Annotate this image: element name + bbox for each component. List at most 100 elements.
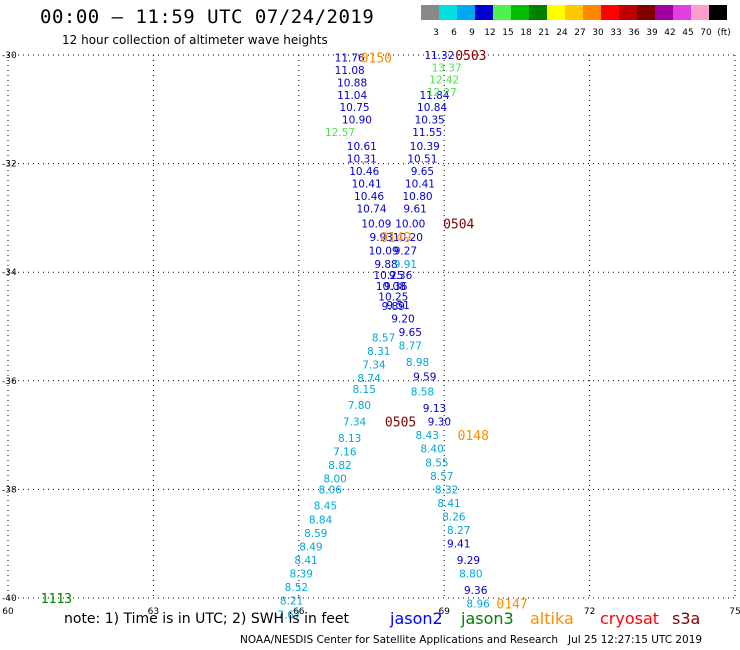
satellite-legend-jason3: jason3 (461, 609, 514, 628)
x-tick-label: 69 (438, 607, 450, 617)
data-point-label: 9.89 (382, 301, 405, 313)
x-tick-label: 63 (148, 607, 159, 617)
data-point-label: 12.27 (427, 87, 457, 99)
data-point-label: 8.45 (314, 501, 337, 513)
data-point-label: 11.84 (419, 90, 449, 102)
data-point-label: 10.46 (354, 191, 384, 203)
footer-note: note: 1) Time is in UTC; 2) SWH is in fe… (64, 611, 350, 627)
data-point-label: 8.13 (338, 433, 361, 445)
data-point-label: 10.35 (415, 115, 445, 127)
data-point-label: 9.20 (391, 313, 414, 325)
scale-swatch (565, 5, 583, 20)
data-point-label: 9.88 (374, 259, 397, 271)
data-point-label: 8.41 (294, 555, 317, 567)
data-point-label: 8.52 (285, 582, 308, 594)
data-point-label: 8.77 (399, 341, 422, 353)
pass-time-label: 0149 (380, 231, 411, 246)
satellite-legend-cryosat: cryosat (600, 609, 660, 628)
scale-label: 3 (433, 28, 439, 38)
data-point-label: 10.31 (347, 154, 377, 166)
data-point-label: 7.16 (333, 446, 357, 458)
data-point-label: 9.27 (394, 245, 417, 257)
data-point-label: 13.37 (432, 62, 462, 74)
data-point-label: 11.04 (337, 90, 367, 102)
scale-label: 30 (592, 28, 604, 38)
scale-label: (ft) (717, 28, 731, 38)
scale-label: 33 (610, 28, 621, 38)
data-point-label: 9.36 (384, 281, 408, 293)
data-point-label: 9.61 (403, 204, 426, 216)
data-point-label: 8.15 (353, 384, 376, 396)
data-point-label: 8.80 (459, 569, 482, 581)
chart-title: 00:00 – 11:59 UTC 07/24/2019 (40, 6, 375, 28)
data-point-label: 11.08 (335, 65, 365, 77)
pass-time-label: 0504 (443, 217, 474, 232)
data-point-label: 10.09 (369, 245, 399, 257)
data-point-label: 8.32 (435, 484, 458, 496)
pass-time-label: 0503 (455, 49, 486, 64)
y-tick-label: -32 (2, 160, 17, 170)
x-tick-label: 60 (2, 607, 14, 617)
data-point-label: 10.80 (403, 191, 433, 203)
data-point-label: 10.25 (373, 270, 403, 282)
data-point-label: 9.41 (447, 539, 470, 551)
data-point-label: 8.00 (323, 474, 346, 486)
data-point-label: 11.32 (424, 50, 454, 62)
data-point-label: 9.65 (399, 327, 422, 339)
data-point-label: 8.57 (430, 471, 453, 483)
data-point-label: 8.41 (437, 498, 460, 510)
scale-swatch (655, 5, 673, 20)
data-point-label: 9.30 (428, 417, 451, 429)
pass-time-label: 0148 (458, 429, 489, 444)
data-point-label: 8.06 (319, 484, 343, 496)
scale-swatch (619, 5, 637, 20)
data-point-label: 8.43 (416, 430, 439, 442)
color-scale-bar: 3 6 9 12 15 18 21 24 27 30 33 36 39 42 45 70 (ft) (421, 5, 731, 38)
y-tick-label: -36 (2, 377, 17, 387)
data-point-label: 8.57 (372, 332, 395, 344)
axes: 60 63 66 69 72 75 -30 -32 -34 -36 -38 -40 (2, 51, 740, 617)
scale-label: 18 (520, 28, 532, 38)
satellite-legend-jason2: jason2 (390, 609, 443, 628)
data-point-label: 8.74 (357, 373, 381, 385)
scale-swatch (601, 5, 619, 20)
data-point-label: 8.26 (442, 512, 466, 524)
data-point-label: 8.55 (425, 457, 448, 469)
scale-swatch (493, 5, 511, 20)
scale-label: 27 (574, 28, 585, 38)
data-point-label: 10.09 (361, 218, 391, 230)
data-point-label: 9.36 (389, 270, 413, 282)
data-point-label: 10.00 (395, 218, 425, 230)
scale-swatch (637, 5, 655, 20)
data-point-label: 8.96 (466, 598, 490, 610)
scale-label: 9 (469, 28, 475, 38)
data-point-label: 9.59 (413, 371, 436, 383)
data-point-label: 10.75 (340, 102, 370, 114)
scale-label: 36 (628, 28, 640, 38)
data-point-label: 10.46 (349, 166, 379, 178)
footer-credit: NOAA/NESDIS Center for Satellite Applica… (240, 634, 703, 646)
scale-swatch (457, 5, 475, 20)
data-point-label: 7.34 (362, 360, 386, 372)
data-point-label: 9.91 (394, 259, 417, 271)
data-point-label: 10.41 (352, 179, 382, 191)
x-tick-label: 72 (584, 607, 595, 617)
data-point-label: 10.90 (342, 115, 372, 127)
scale-label: 6 (451, 28, 457, 38)
data-point-label: 8.40 (420, 444, 443, 456)
scale-swatch (439, 5, 457, 20)
data-point-label: 10.74 (356, 204, 386, 216)
pass-time-label: 0505 (385, 416, 416, 431)
satellite-legend-altika: altika (530, 609, 574, 628)
data-point-label: 8.82 (328, 460, 351, 472)
y-tick-label: -38 (2, 485, 17, 495)
chart-subtitle: 12 hour collection of altimeter wave hei… (62, 33, 328, 47)
data-point-label: 9.13 (423, 403, 446, 415)
pass-time-label: 0150 (361, 52, 392, 67)
data-point-label: 10.84 (417, 102, 447, 114)
scale-swatch (475, 5, 493, 20)
scale-label: 15 (502, 28, 513, 38)
data-point-label: 12.57 (325, 127, 355, 139)
